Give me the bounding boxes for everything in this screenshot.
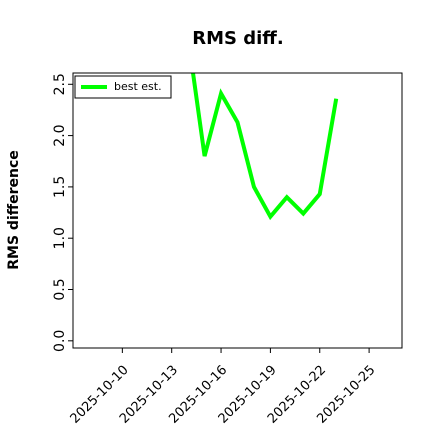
y-tick-label: 2.0	[52, 124, 68, 146]
y-tick-label: 1.0	[52, 227, 68, 249]
y-tick-label: 1.5	[52, 176, 68, 198]
chart-title: RMS diff.	[192, 28, 283, 49]
y-axis-label: RMS difference	[6, 150, 22, 270]
legend: best est.	[74, 75, 172, 99]
legend-box	[74, 75, 172, 99]
plot-frame	[72, 72, 403, 349]
y-tick-label: 0.0	[52, 330, 68, 352]
y-tick-label: 2.5	[52, 73, 68, 95]
legend-label: best est.	[114, 80, 162, 93]
y-tick-label: 0.5	[52, 278, 68, 300]
line	[190, 73, 339, 221]
